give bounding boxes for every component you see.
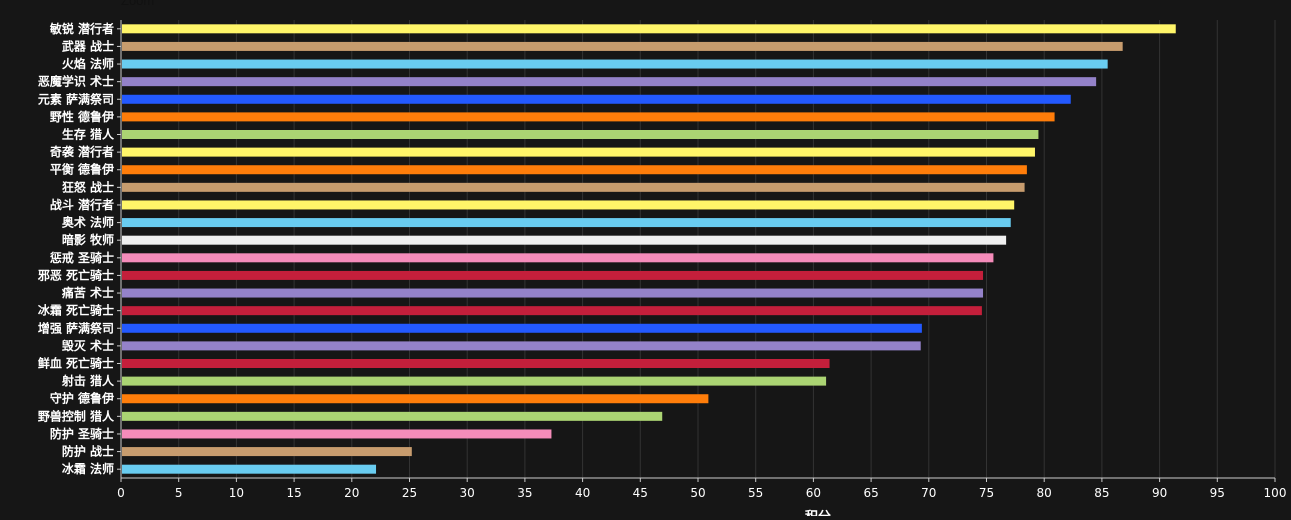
x-tick-label: 75 — [979, 486, 994, 500]
bar[interactable] — [122, 94, 1071, 104]
y-tick-label: 火焰 法师 — [62, 56, 114, 71]
bar[interactable] — [122, 464, 377, 474]
bar[interactable] — [122, 112, 1055, 122]
bar[interactable] — [122, 323, 922, 333]
bar[interactable] — [122, 147, 1035, 157]
bar[interactable] — [122, 306, 982, 316]
x-axis: 0 5 10 15 20 25 30 35 40 45 50 55 60 65 70 75 80 85 90 95 10… — [117, 20, 1287, 520]
x-tick-label: 95 — [1210, 486, 1225, 500]
bar[interactable] — [122, 77, 1097, 87]
y-tick-label: 痛苦 术士 — [61, 285, 114, 300]
x-tick-label: 25 — [402, 486, 417, 500]
bar[interactable] — [122, 235, 1007, 245]
y-tick-label: 敏锐 潜行者 — [49, 21, 114, 36]
bar[interactable] — [122, 253, 994, 263]
y-tick-label: 恶魔学识 术士 — [38, 74, 114, 89]
y-tick-label: 冰霜 死亡骑士 — [38, 303, 114, 318]
bar[interactable] — [122, 376, 827, 386]
bar[interactable] — [122, 59, 1108, 69]
y-tick-label: 鲜血 死亡骑士 — [38, 356, 114, 371]
x-tick-label: 35 — [517, 486, 532, 500]
y-tick-label: 狂怒 战士 — [62, 179, 114, 194]
x-tick-label: 50 — [690, 486, 705, 500]
x-tick-label: 30 — [460, 486, 475, 500]
x-tick-label: 15 — [286, 486, 301, 500]
bar[interactable] — [122, 341, 921, 351]
x-axis-title: 积分 — [805, 509, 831, 516]
bar[interactable] — [122, 429, 552, 439]
x-tick-label: 5 — [175, 486, 183, 500]
x-tick-label: 65 — [863, 486, 878, 500]
bar[interactable] — [122, 165, 1027, 175]
bar[interactable] — [122, 130, 1039, 139]
y-tick-label: 守护 德鲁伊 — [50, 391, 114, 406]
y-tick-label: 惩戒 圣骑士 — [50, 250, 114, 265]
bar[interactable] — [122, 411, 663, 421]
y-tick-label: 平衡 德鲁伊 — [50, 162, 114, 177]
x-tick-label: 80 — [1037, 486, 1052, 500]
x-tick-label: 10 — [229, 486, 244, 500]
y-tick-label: 元素 萨满祭司 — [38, 91, 114, 106]
x-tick-label: 90 — [1152, 486, 1167, 500]
y-tick-label: 奥术 法师 — [62, 215, 114, 230]
grid-lines — [178, 20, 1276, 478]
y-tick-label: 战斗 潜行者 — [50, 197, 114, 212]
bar[interactable] — [122, 288, 984, 298]
bars — [122, 24, 1176, 474]
y-tick-label: 冰霜 法师 — [62, 461, 114, 476]
bar[interactable] — [122, 24, 1176, 34]
bar[interactable] — [122, 41, 1123, 51]
x-tick-label: 85 — [1094, 486, 1109, 500]
bar[interactable] — [122, 359, 830, 368]
x-tick-label: 60 — [806, 486, 821, 500]
bar[interactable] — [122, 394, 709, 404]
y-tick-label: 生存 猎人 — [62, 127, 115, 142]
x-tick-label: 70 — [921, 486, 936, 500]
x-tick-label: 40 — [575, 486, 590, 500]
x-tick-label: 100 — [1264, 486, 1287, 500]
y-tick-label: 野性 德鲁伊 — [50, 109, 114, 124]
bar[interactable] — [122, 447, 412, 457]
y-tick-label: 邪恶 死亡骑士 — [37, 267, 114, 282]
bar[interactable] — [122, 270, 984, 280]
y-tick-label: 奇袭 潜行者 — [50, 144, 114, 159]
y-tick-label: 野兽控制 猎人 — [38, 408, 115, 423]
zoom-label[interactable]: Zoom — [121, 0, 155, 8]
x-tick-label: 20 — [344, 486, 359, 500]
x-tick-label: 45 — [633, 486, 648, 500]
y-tick-label: 武器 战士 — [62, 38, 114, 53]
bar[interactable] — [122, 182, 1025, 192]
x-tick-label: 0 — [117, 486, 125, 500]
y-tick-label: 射击 猎人 — [61, 373, 115, 388]
y-tick-label: 暗影 牧师 — [62, 232, 114, 247]
bar[interactable] — [122, 218, 1011, 228]
x-tick-label: 55 — [748, 486, 763, 500]
y-tick-label: 增强 萨满祭司 — [38, 320, 114, 335]
y-tick-label: 毁灭 术士 — [62, 338, 114, 353]
y-tick-label: 防护 战士 — [62, 444, 114, 459]
bar[interactable] — [122, 200, 1015, 210]
y-tick-label: 防护 圣骑士 — [50, 426, 114, 441]
